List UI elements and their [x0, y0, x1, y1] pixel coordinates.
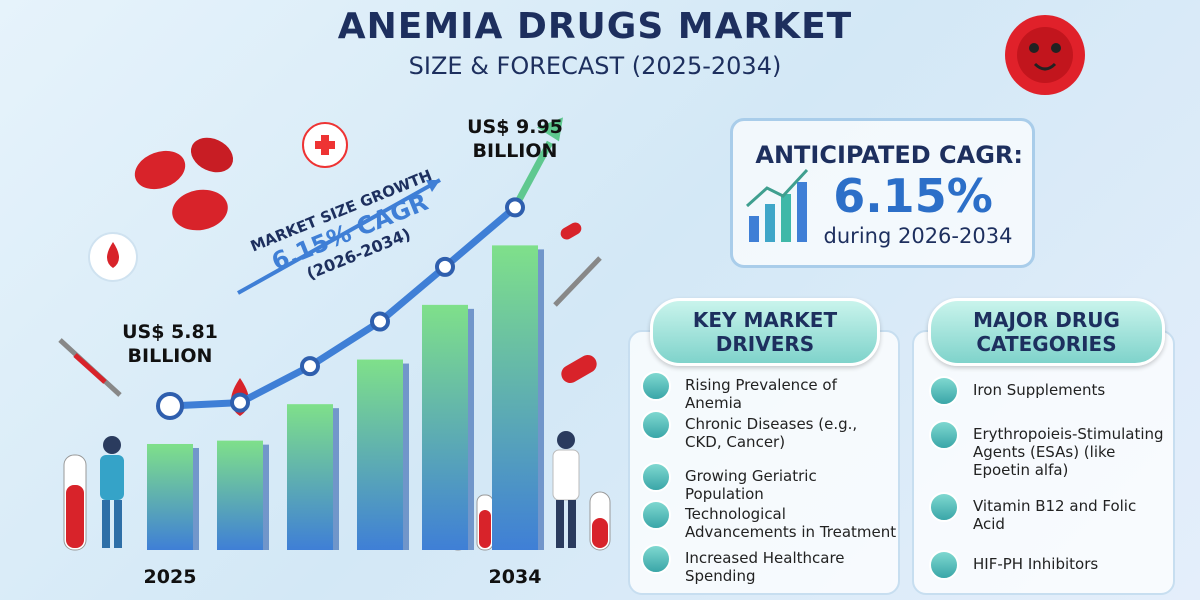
categories-panel	[912, 330, 1175, 595]
list-item: Erythropoieis-Stimulating Agents (ESAs) …	[973, 425, 1164, 479]
list-item: Technological Advancements in Treatment	[685, 505, 897, 541]
line-point	[156, 391, 184, 420]
cagr-box: ANTICIPATED CAGR: 6.15% during 2026-2034	[730, 118, 1035, 268]
list-item: Iron Supplements	[973, 381, 1106, 399]
bar	[492, 245, 538, 550]
line-point	[505, 197, 525, 218]
bar	[147, 443, 193, 550]
list-item: HIF-PH Inhibitors	[973, 555, 1099, 573]
item-icon	[641, 462, 671, 492]
bar-side	[193, 447, 199, 550]
drivers-panel	[628, 330, 900, 595]
list-item: Growing Geriatric Population	[685, 467, 817, 503]
x-tick-label: 2034	[488, 566, 542, 588]
list-item: Rising Prevalence of Anemia	[685, 376, 837, 412]
cagr-period: during 2026-2034	[823, 224, 1013, 248]
bar	[357, 359, 403, 550]
categories-title: MAJOR DRUG CATEGORIES	[928, 298, 1165, 366]
x-tick-label: 2025	[143, 566, 197, 588]
line-point	[370, 311, 390, 332]
bar	[422, 304, 468, 550]
item-icon	[641, 371, 671, 401]
cagr-value: 6.15%	[833, 169, 993, 223]
arrow-shaft	[511, 140, 554, 210]
item-icon	[641, 410, 671, 440]
subtitle: SIZE & FORECAST (2025-2034)	[408, 52, 782, 80]
bar-side	[333, 408, 339, 550]
value-label: US$ 5.81 BILLION	[122, 321, 218, 367]
drivers-title: KEY MARKET DRIVERS	[650, 298, 880, 366]
item-icon	[641, 544, 671, 574]
item-icon	[929, 550, 959, 580]
list-item: Increased Healthcare Spending	[685, 549, 845, 585]
bar-side	[263, 444, 269, 550]
bar-side	[538, 249, 544, 550]
line-point	[435, 256, 455, 277]
item-icon	[929, 420, 959, 450]
title: ANEMIA DRUGS MARKET	[337, 6, 853, 47]
cagr-icon	[745, 168, 809, 242]
bar-side	[468, 308, 474, 550]
value-label: US$ 9.95 BILLION	[467, 116, 563, 162]
item-icon	[929, 492, 959, 522]
list-item: Chronic Diseases (e.g., CKD, Cancer)	[685, 415, 858, 451]
bar	[287, 404, 333, 550]
bar-side	[403, 363, 409, 550]
item-icon	[929, 376, 959, 406]
line-point	[300, 356, 320, 377]
bar	[217, 440, 263, 550]
growth-line	[169, 204, 518, 410]
item-icon	[641, 500, 671, 530]
line-point	[230, 392, 250, 413]
list-item: Vitamin B12 and Folic Acid	[973, 497, 1137, 533]
bar-chart	[147, 117, 563, 550]
arrow-head	[537, 117, 563, 142]
cagr-title: ANTICIPATED CAGR:	[755, 141, 1023, 169]
